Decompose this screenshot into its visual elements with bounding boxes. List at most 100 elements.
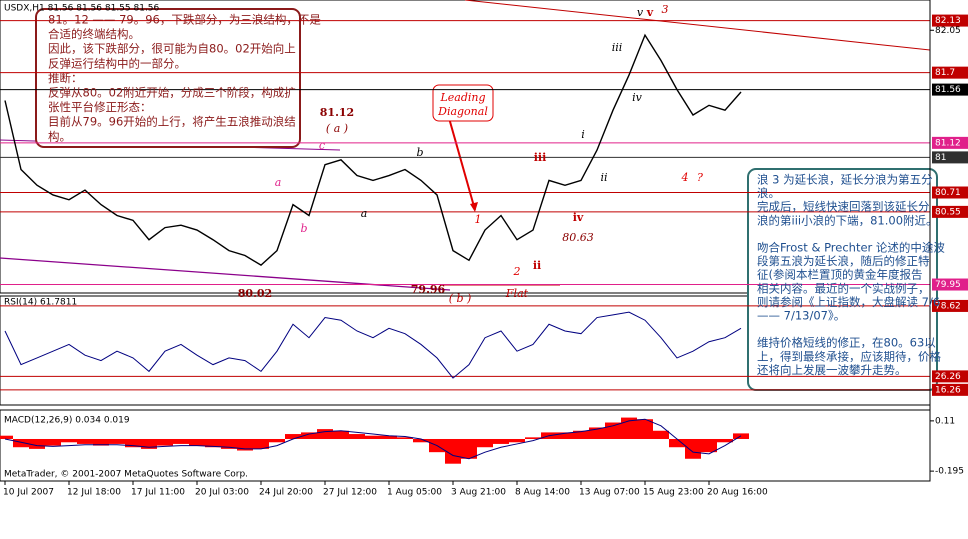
wave-label: 80.63 [562, 231, 594, 244]
note-box [35, 8, 301, 148]
y-tick-label: 81 [935, 153, 946, 163]
macd-bar [93, 438, 109, 446]
wave-label: ii [600, 171, 607, 184]
x-tick-label: 27 Jul 12:00 [323, 488, 377, 498]
note-line: 81。12 —— 79。96，下跌部分，为三浪结构，不是 [48, 13, 321, 27]
x-tick-label: 24 Jul 20:00 [259, 488, 313, 498]
callout-box [432, 84, 494, 122]
wave-label: 4 [681, 171, 689, 184]
tick-label-bg [932, 186, 968, 199]
y-tick-label: 81.12 [935, 138, 961, 148]
wave-label: 1 [475, 213, 482, 226]
tick-label-bg [932, 151, 968, 164]
macd-bar [125, 438, 141, 448]
tick-label-bg [932, 383, 968, 396]
data-line [4, 33, 742, 267]
tick-label-bg [932, 278, 968, 291]
macd-bar [685, 438, 701, 459]
tick-label-bg [932, 205, 968, 218]
tick-label-bg [932, 83, 968, 96]
tick-label-bg [932, 299, 968, 312]
wave-label: iii [612, 41, 623, 54]
y-tick-label: 81.7 [935, 68, 955, 78]
wave-label: b [300, 222, 307, 235]
macd-bar [221, 438, 237, 449]
macd-bar [477, 438, 493, 448]
rsi-title: RSI(14) 61.7811 [4, 298, 77, 308]
wave-label: v [646, 6, 654, 19]
note-line: —— 7/13/07》。 [757, 309, 845, 323]
macd-bar [605, 422, 621, 439]
note-line: 张性平台修正形态： [48, 100, 152, 114]
note-line: 浪的第iii小浪的下端，81.00附近。 [757, 213, 938, 227]
macd-title: MACD(12,26,9) 0.034 0.019 [4, 416, 130, 426]
tick-label-bg [932, 14, 968, 27]
wave-label: c [319, 139, 325, 152]
macd-bar [413, 438, 429, 443]
note-line: 反弹从80。02附近开始，分成三个阶段，构成扩 [48, 86, 296, 100]
macd-bar [333, 430, 349, 439]
macd-bar [669, 438, 685, 448]
macd-bar [61, 438, 77, 443]
macd-bar [509, 438, 525, 443]
x-tick-label: 13 Aug 07:00 [579, 488, 640, 498]
macd-bar [493, 438, 509, 444]
macd-bar [317, 429, 333, 439]
x-tick-label: 17 Jul 11:00 [131, 488, 185, 498]
macd-bar [285, 434, 301, 439]
wave-label: ii [533, 259, 541, 272]
tick-label-bg [932, 66, 968, 79]
y-tick-label: 80.55 [935, 207, 961, 217]
tick-label-bg [932, 136, 968, 149]
macd-bar [445, 438, 461, 464]
y-tick-label: 79.95 [935, 280, 961, 290]
macd-bar [701, 438, 717, 453]
note-line: 推断： [48, 71, 83, 85]
macd-bar [13, 438, 29, 448]
macd-bar [381, 435, 397, 439]
y-tick-label: 81.56 [935, 85, 961, 95]
wave-label: Flat [505, 287, 529, 300]
x-tick-label: 8 Aug 14:00 [515, 488, 570, 498]
x-tick-label: 1 Aug 05:00 [387, 488, 442, 498]
note-line: 征(参阅本栏置顶的黄金年度报告 [757, 268, 923, 282]
macd-bar [0, 435, 13, 439]
wave-label: i [581, 128, 585, 141]
y-tick-label: 78.62 [935, 301, 961, 311]
macd-bar [653, 430, 669, 439]
note-line: 上，得到最终承接，应该期待，价格 [757, 349, 941, 363]
y-tick-label: -0.195 [935, 467, 964, 477]
note-line: 构。 [48, 129, 71, 143]
y-tick-label: 82.05 [935, 26, 961, 36]
macd-bar [637, 419, 653, 439]
chart-title: USDX,H1 81.56 81.56 81.55 81.56 [4, 4, 160, 14]
wave-label: 79.96 [411, 283, 446, 296]
wave-label: ( a ) [326, 122, 348, 135]
macd-bar [173, 438, 189, 444]
macd-bar [205, 438, 221, 448]
note-line: 段第五浪为延长浪，随后的修正特 [757, 254, 930, 268]
data-line [4, 311, 742, 379]
macd-bar [573, 430, 589, 439]
tick-label-bg [932, 370, 968, 383]
x-tick-label: 15 Aug 23:00 [643, 488, 704, 498]
note-line: 浪。 [757, 186, 780, 200]
x-tick-label: 12 Jul 18:00 [67, 488, 121, 498]
macd-bar [45, 438, 61, 446]
x-tick-label: 3 Aug 21:00 [451, 488, 506, 498]
note-line: 吻合Frost & Prechter 论述的中途波 [757, 241, 945, 255]
note-line: 反弹运行结构中的一部分。 [48, 56, 186, 70]
note-line: 合适的终端结构。 [48, 27, 140, 41]
wave-label: 2 [513, 265, 521, 278]
macd-bar [189, 438, 205, 446]
y-tick-label: 0.11 [935, 416, 955, 426]
macd-bar [589, 427, 605, 439]
arrow-head [470, 202, 478, 212]
note-line: 则请参阅《上证指数，大盘解读 7/6 [757, 295, 940, 309]
wave-label: Diagonal [437, 105, 488, 118]
y-tick-label: 26.26 [935, 372, 961, 382]
macd-bar [461, 438, 477, 459]
data-line [4, 418, 742, 460]
macd-bar [109, 438, 125, 444]
